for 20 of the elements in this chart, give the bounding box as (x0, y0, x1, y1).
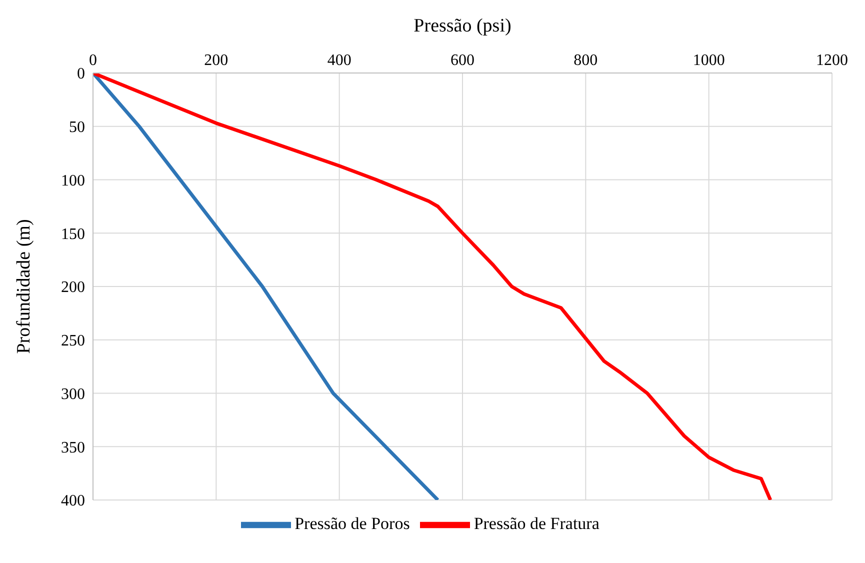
x-tick-label: 800 (574, 52, 598, 69)
x-tick-label: 0 (89, 52, 97, 69)
legend-label: Pressão de Poros (294, 514, 410, 533)
y-axis-title: Profundidade (m) (14, 219, 35, 354)
x-axis-title: Pressão (psi) (414, 15, 512, 36)
y-tick-label: 400 (61, 492, 85, 510)
legend-label: Pressão de Fratura (474, 514, 600, 533)
y-tick-label: 150 (61, 226, 85, 243)
y-tick-label: 250 (61, 332, 85, 350)
x-tick-label: 600 (450, 52, 474, 69)
y-tick-label: 50 (69, 119, 85, 136)
x-tick-label: 1000 (692, 52, 725, 69)
x-tick-label: 200 (204, 52, 228, 69)
x-tick-label: 400 (327, 52, 352, 69)
y-tick-label: 300 (61, 386, 85, 403)
y-tick-label: 100 (61, 172, 85, 190)
y-tick-label: 0 (77, 66, 85, 83)
y-tick-label: 350 (61, 439, 85, 456)
y-tick-label: 200 (61, 279, 85, 296)
x-tick-label: 1200 (816, 52, 848, 69)
